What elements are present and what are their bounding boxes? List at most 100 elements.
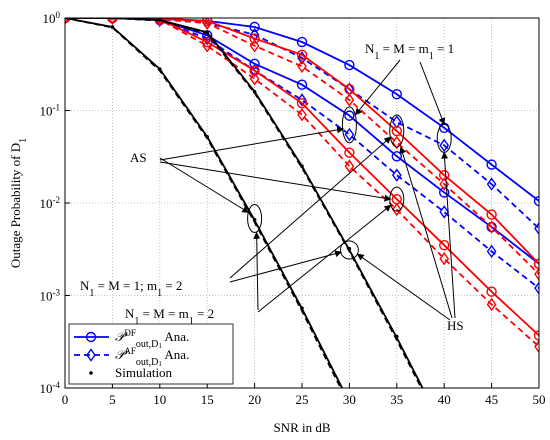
point [534, 267, 539, 281]
legend-marker [85, 331, 97, 343]
point [249, 39, 260, 53]
point [201, 36, 213, 48]
tick-base: 10 [40, 196, 53, 211]
point [347, 246, 352, 251]
text-part: = M = 1; m [94, 278, 157, 293]
annotation: AS [130, 150, 147, 165]
x-tick-label: 0 [62, 392, 69, 407]
legend-label: 𝒫DFout,D1 Ana. [115, 328, 189, 350]
y-axis-label: Outage Probability of D1 [8, 138, 29, 268]
point [249, 33, 260, 44]
x-tick-label: 5 [109, 392, 116, 407]
point [205, 30, 209, 35]
text-part: 1 [18, 138, 29, 143]
annotation-arrow [159, 126, 345, 161]
text-part: out,D [136, 357, 159, 368]
text-part: out,D [136, 339, 159, 350]
point [391, 125, 402, 137]
x-tick-label: 50 [533, 392, 546, 407]
point [296, 49, 308, 61]
x-tick-label: 30 [343, 392, 356, 407]
text-part: N [80, 278, 90, 293]
x-tick-label: 35 [390, 392, 403, 407]
text-part: N [365, 41, 375, 56]
text-part: = M = m [139, 306, 188, 321]
point [158, 67, 162, 71]
point [486, 286, 497, 297]
text-part: Ana. [162, 347, 189, 362]
text-part: 1 [89, 288, 94, 299]
y-tick-label: 100 [43, 10, 61, 26]
annotation-arrow [159, 157, 250, 213]
point [344, 59, 355, 71]
highlight-ellipse [339, 240, 359, 260]
point [391, 89, 402, 100]
point [486, 177, 497, 191]
text-part: 1 [189, 316, 194, 327]
point [533, 330, 539, 341]
point [439, 239, 450, 251]
point [300, 164, 304, 168]
point [158, 18, 162, 22]
legend-symbol [89, 371, 93, 375]
point [344, 127, 355, 142]
point [344, 159, 355, 173]
y-tick-label: 10-3 [40, 288, 61, 304]
plot-frame [64, 17, 540, 389]
point [107, 18, 118, 25]
text-part: 1 [158, 360, 162, 368]
point [154, 18, 165, 27]
point [296, 97, 308, 109]
point [202, 18, 213, 30]
annotation-arrow [419, 61, 446, 125]
x-tick-label: 45 [485, 392, 498, 407]
point [202, 39, 213, 53]
x-tick-label: 40 [438, 392, 451, 407]
point [249, 21, 260, 33]
x-tick-label: 15 [201, 392, 214, 407]
x-tick-label: 10 [153, 392, 166, 407]
point [110, 25, 115, 29]
tick-base: 10 [43, 11, 56, 26]
y-tick-label: 10-1 [40, 103, 61, 119]
highlight-ellipse [341, 106, 357, 144]
text-part: N [125, 306, 135, 321]
point [297, 93, 307, 107]
annotation-arrow [354, 59, 401, 116]
tick-exponent: -4 [53, 380, 61, 390]
highlight-ellipse [389, 114, 405, 148]
legend-symbol [85, 331, 97, 343]
legend-symbol [86, 348, 96, 362]
point [439, 205, 450, 219]
point [486, 244, 497, 259]
point [486, 159, 497, 170]
annotation-arrow [257, 204, 392, 313]
point [344, 93, 355, 107]
annotation: N1 = M = m1 = 2 [125, 306, 214, 327]
series-line [65, 18, 539, 289]
point [439, 187, 450, 198]
text-part: 1 [157, 288, 162, 299]
series-group [65, 18, 539, 388]
point [439, 177, 450, 191]
text-part: AF [124, 346, 136, 356]
text-part: = M = m [379, 41, 428, 56]
annotation-arrow [253, 231, 261, 311]
point [486, 209, 497, 220]
text-part: 1 [134, 316, 139, 327]
point [391, 168, 402, 182]
point [391, 151, 402, 162]
point [249, 65, 260, 76]
legend-marker [89, 371, 93, 375]
text-part: = 1 [434, 41, 454, 56]
point [344, 110, 355, 121]
tick-exponent: 0 [56, 10, 61, 20]
series-line [65, 18, 539, 230]
tick-base: 10 [40, 104, 53, 119]
x-tick-label: 20 [248, 392, 261, 407]
text-part: 1 [429, 51, 434, 62]
text-part: = 2 [194, 306, 214, 321]
text-part: Ana. [162, 329, 189, 344]
x-axis-label: SNR in dB [273, 420, 330, 435]
x-tick-label: 25 [296, 392, 309, 407]
